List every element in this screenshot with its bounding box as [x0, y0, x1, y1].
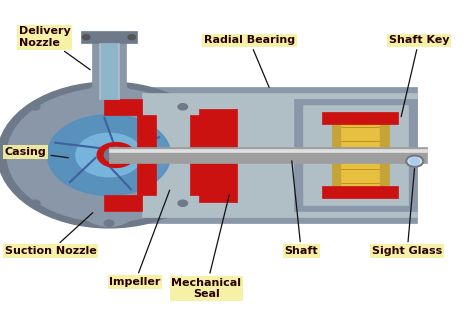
Polygon shape: [322, 186, 398, 198]
Circle shape: [30, 200, 40, 206]
Polygon shape: [92, 37, 126, 99]
Polygon shape: [142, 93, 417, 217]
Polygon shape: [104, 195, 142, 211]
Text: Impeller: Impeller: [109, 190, 170, 287]
Ellipse shape: [57, 84, 161, 226]
Circle shape: [410, 158, 419, 164]
Text: Sight Glass: Sight Glass: [372, 169, 442, 256]
Circle shape: [7, 88, 211, 222]
Circle shape: [128, 35, 136, 40]
Polygon shape: [76, 87, 417, 223]
Circle shape: [0, 82, 220, 228]
Polygon shape: [104, 99, 142, 115]
Polygon shape: [190, 115, 204, 195]
Circle shape: [209, 152, 218, 158]
Polygon shape: [199, 108, 237, 202]
Polygon shape: [341, 124, 379, 186]
Circle shape: [0, 152, 9, 158]
Text: Suction Nozzle: Suction Nozzle: [5, 213, 97, 256]
Text: Casing: Casing: [5, 147, 68, 158]
Polygon shape: [322, 112, 398, 124]
Circle shape: [406, 156, 423, 167]
Text: Shaft Key: Shaft Key: [389, 35, 449, 117]
Circle shape: [178, 104, 188, 110]
Polygon shape: [137, 115, 156, 195]
Polygon shape: [303, 105, 408, 205]
Text: Shaft: Shaft: [284, 161, 318, 256]
Polygon shape: [109, 149, 427, 152]
Circle shape: [104, 84, 114, 90]
Circle shape: [178, 200, 188, 206]
Circle shape: [82, 35, 90, 40]
Circle shape: [104, 220, 114, 226]
Text: Mechanical
Seal: Mechanical Seal: [171, 195, 241, 299]
Wedge shape: [47, 115, 171, 195]
Polygon shape: [294, 99, 417, 211]
Polygon shape: [332, 118, 389, 192]
Circle shape: [30, 104, 40, 110]
Polygon shape: [109, 147, 427, 163]
Polygon shape: [99, 43, 119, 99]
Polygon shape: [101, 43, 117, 99]
Circle shape: [104, 147, 128, 163]
Text: Radial Bearing: Radial Bearing: [204, 35, 295, 87]
Circle shape: [97, 143, 135, 167]
Text: Delivery
Nozzle: Delivery Nozzle: [19, 26, 90, 70]
Wedge shape: [76, 133, 142, 177]
Polygon shape: [81, 31, 137, 43]
